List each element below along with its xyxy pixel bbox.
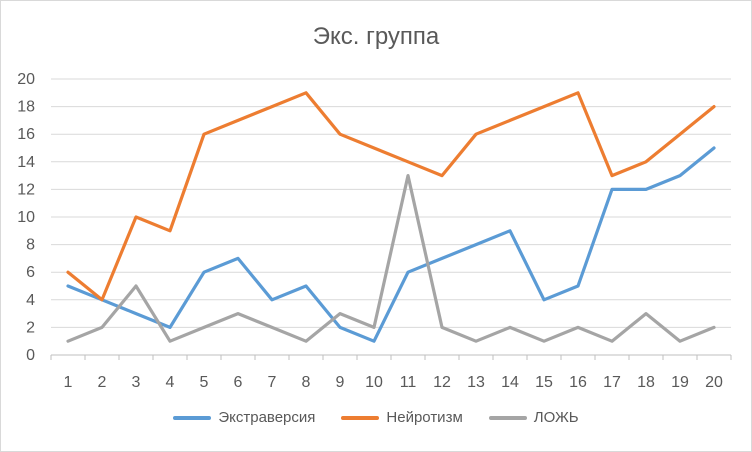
y-axis-ticks: 0 2 4 6 8 10 12 14 16 18 20 xyxy=(17,71,35,364)
x-tick-label: 18 xyxy=(637,374,655,391)
legend: Экстраверсия Нейротизм ЛОЖЬ xyxy=(1,409,751,426)
y-tick-label: 16 xyxy=(17,126,35,143)
legend-swatch xyxy=(173,415,212,420)
x-tick-label: 16 xyxy=(569,374,587,391)
legend-label: Нейротизм xyxy=(386,409,463,426)
x-tick-label: 3 xyxy=(132,374,141,391)
legend-item-3: ЛОЖЬ xyxy=(488,409,579,426)
legend-swatch xyxy=(341,415,380,420)
y-tick-label: 10 xyxy=(17,209,35,226)
x-tick-label: 11 xyxy=(400,374,417,391)
legend-item-1: Экстраверсия xyxy=(173,409,315,426)
x-tick-label: 7 xyxy=(268,374,277,391)
y-tick-label: 20 xyxy=(17,71,35,88)
y-tick-label: 8 xyxy=(26,237,35,254)
x-tick-label: 12 xyxy=(433,374,451,391)
x-axis-ticks: 1 2 3 4 5 6 7 8 9 10 11 12 13 14 15 16 17 18 19 20 xyxy=(64,374,723,391)
x-tick-label: 2 xyxy=(98,374,107,391)
series-line-2 xyxy=(66,91,716,302)
x-tick-label: 10 xyxy=(365,374,383,391)
x-tick-label: 1 xyxy=(64,374,73,391)
x-tick-label: 8 xyxy=(302,374,311,391)
series-lines xyxy=(66,91,716,343)
y-tick-label: 14 xyxy=(17,154,35,171)
y-tick-label: 2 xyxy=(26,319,35,336)
chart-title: Экс. группа xyxy=(312,23,440,50)
y-tick-label: 4 xyxy=(26,292,35,309)
legend-label: Экстраверсия xyxy=(218,409,316,426)
x-tick-label: 4 xyxy=(166,374,175,391)
y-tick-label: 0 xyxy=(26,347,35,364)
series-line-3 xyxy=(66,174,716,343)
series-line-1 xyxy=(66,146,716,343)
x-tick-label: 5 xyxy=(200,374,209,391)
legend-item-2: Нейротизм xyxy=(341,409,463,426)
y-tick-label: 18 xyxy=(17,99,35,116)
x-tick-label: 9 xyxy=(336,374,345,391)
x-tick-label: 15 xyxy=(535,374,553,391)
x-tick-label: 6 xyxy=(234,374,243,391)
x-tick-label: 13 xyxy=(467,374,485,391)
legend-label: ЛОЖЬ xyxy=(533,409,579,426)
x-tick-label: 17 xyxy=(603,374,621,391)
y-tick-label: 6 xyxy=(26,264,35,281)
x-tick-label: 19 xyxy=(671,374,689,391)
legend-swatch xyxy=(488,415,527,420)
y-tick-label: 12 xyxy=(17,181,35,198)
x-tick-label: 20 xyxy=(705,374,723,391)
x-tick-label: 14 xyxy=(501,374,519,391)
grid-lines xyxy=(50,78,732,360)
